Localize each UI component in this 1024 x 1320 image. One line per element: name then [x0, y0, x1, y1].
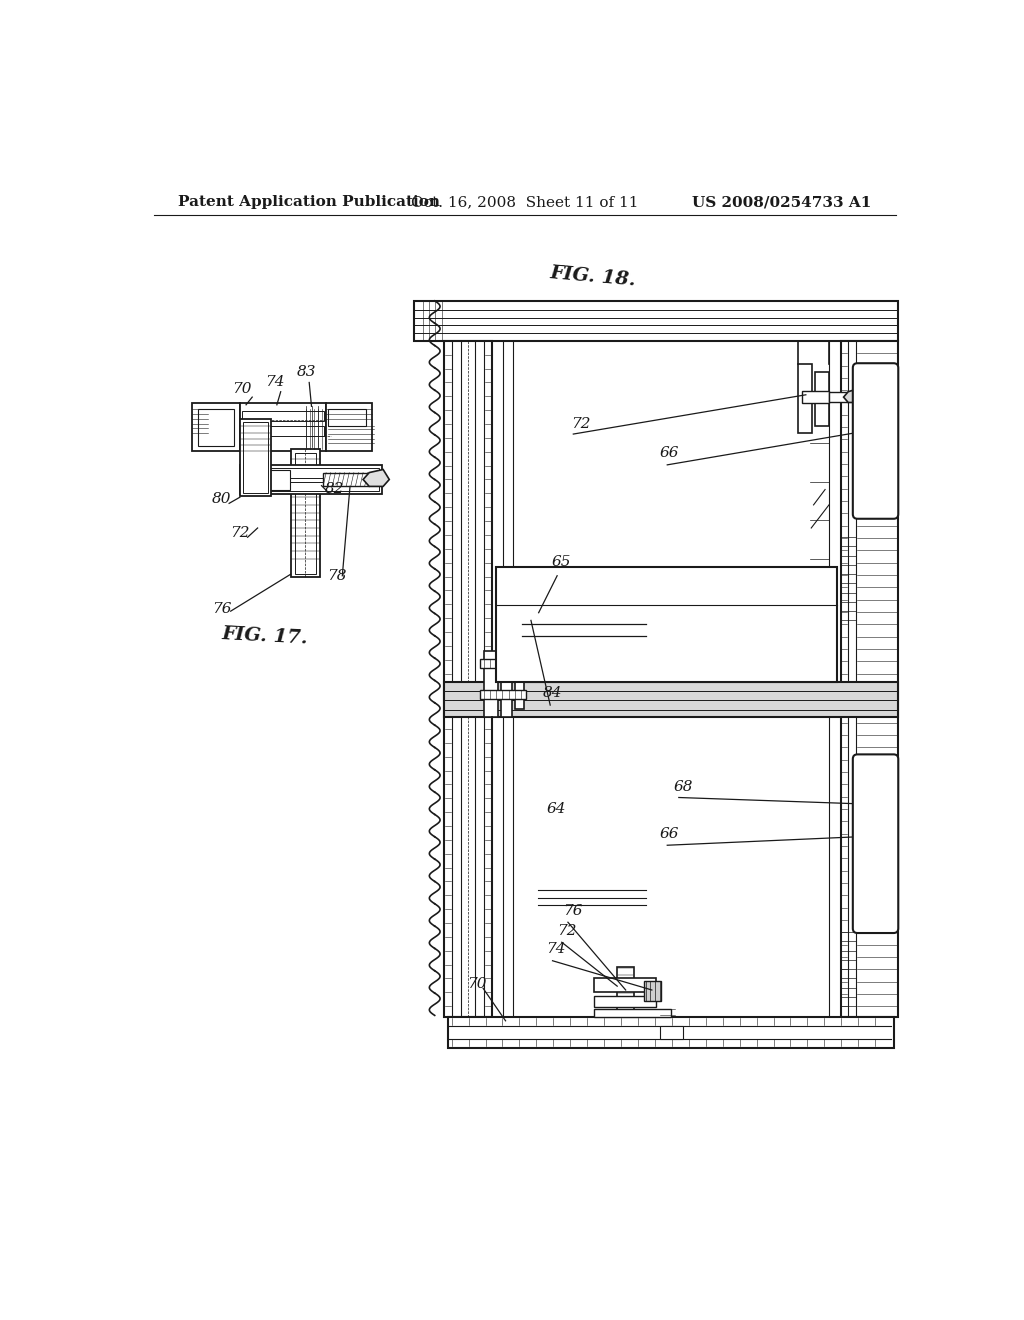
Bar [480, 659, 526, 668]
FancyBboxPatch shape [853, 755, 898, 933]
Bar [447, 1016, 894, 1048]
Bar [248, 470, 290, 490]
Bar [414, 301, 898, 341]
Bar [243, 482, 379, 491]
Bar [199, 409, 233, 446]
Polygon shape [364, 470, 389, 487]
Bar [295, 453, 316, 574]
Bar [243, 411, 324, 421]
Bar [802, 391, 829, 404]
Text: Oct. 16, 2008  Sheet 11 of 11: Oct. 16, 2008 Sheet 11 of 11 [411, 195, 639, 210]
Text: 82: 82 [325, 482, 344, 496]
Bar [328, 409, 367, 425]
Bar [644, 981, 662, 1001]
Bar [829, 392, 848, 403]
Text: 83: 83 [296, 364, 315, 379]
Bar [323, 473, 370, 487]
Bar [444, 682, 898, 717]
Bar [243, 469, 379, 478]
Text: 74: 74 [265, 375, 285, 388]
Text: 78: 78 [328, 569, 347, 583]
Bar [841, 341, 898, 1016]
Text: Patent Application Publication: Patent Application Publication [178, 195, 440, 210]
Text: 64: 64 [547, 801, 566, 816]
Text: 72: 72 [571, 417, 591, 430]
Bar [243, 422, 267, 492]
Bar [326, 404, 373, 451]
Bar [240, 404, 326, 451]
Text: FIG. 18.: FIG. 18. [549, 264, 636, 289]
Bar [484, 651, 498, 717]
Bar [815, 372, 829, 425]
Text: 80: 80 [212, 492, 231, 507]
Text: 72: 72 [230, 527, 250, 540]
Bar [291, 449, 319, 577]
FancyBboxPatch shape [853, 363, 898, 519]
Text: 76: 76 [563, 903, 583, 917]
Bar [515, 659, 524, 709]
Text: US 2008/0254733 A1: US 2008/0254733 A1 [692, 195, 871, 210]
Bar [501, 651, 512, 717]
Bar [480, 689, 526, 700]
Bar [659, 1026, 683, 1039]
Text: 72: 72 [557, 924, 577, 937]
Bar [594, 978, 655, 993]
Bar [240, 418, 270, 496]
Bar [240, 465, 382, 494]
Polygon shape [844, 388, 863, 403]
Text: 65: 65 [552, 556, 571, 569]
Bar [496, 566, 837, 682]
Bar [617, 966, 634, 1016]
Bar [243, 425, 324, 436]
Text: FIG. 17.: FIG. 17. [222, 624, 309, 648]
Text: 66: 66 [659, 826, 679, 841]
Bar [594, 997, 655, 1007]
Bar [193, 404, 240, 451]
Text: 74: 74 [547, 942, 566, 956]
Text: 68: 68 [674, 780, 693, 795]
Text: 76: 76 [212, 602, 231, 615]
Bar [594, 1010, 671, 1016]
Text: 84: 84 [543, 686, 562, 701]
Text: 70: 70 [232, 383, 252, 396]
Text: 66: 66 [659, 446, 679, 461]
Bar [798, 364, 812, 433]
Text: 70: 70 [467, 977, 486, 991]
Bar [444, 341, 492, 1016]
